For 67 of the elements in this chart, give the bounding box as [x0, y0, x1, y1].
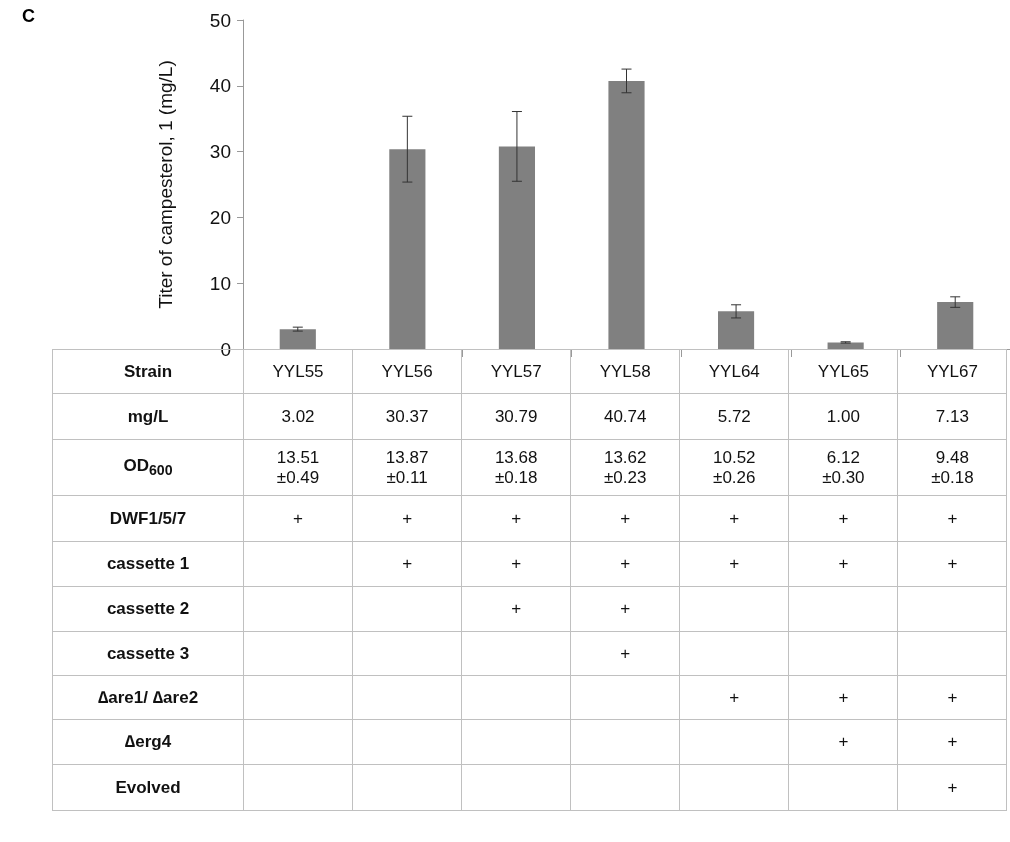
text: +: [352, 495, 462, 542]
text: ∆erg4: [52, 719, 244, 765]
text: +: [679, 495, 789, 542]
y-tick-label: 50: [209, 9, 231, 31]
text: +: [570, 586, 680, 632]
bar: [717, 311, 755, 349]
text: +: [897, 495, 1007, 542]
text: +: [352, 541, 462, 587]
x-tick-label: YYL57: [461, 349, 571, 394]
x-tick-label: YYL58: [570, 349, 680, 394]
text: 13.87 ±0.11: [352, 439, 462, 496]
text: +: [461, 586, 571, 632]
data-label: 7.13: [897, 393, 1007, 440]
bar: [279, 329, 316, 349]
text: +: [461, 495, 571, 542]
data-label: 1.00: [788, 393, 898, 440]
x-tick-label: YYL65: [788, 349, 898, 394]
text: C: [22, 6, 35, 27]
text: +: [788, 719, 898, 765]
text: cassette 1: [52, 541, 244, 587]
text: 9.48 ±0.18: [897, 439, 1007, 496]
y-axis-title: Titer of campesterol, 1 (mg/L): [155, 60, 176, 309]
bar: [498, 146, 536, 349]
data-label: 3.02: [243, 393, 353, 440]
text: +: [570, 631, 680, 676]
text: +: [897, 719, 1007, 765]
y-tick-label: 10: [209, 272, 231, 294]
text: 6.12 ±0.30: [788, 439, 898, 496]
bar: [827, 342, 864, 349]
text: +: [788, 495, 898, 542]
data-label: 40.74: [570, 393, 680, 440]
text: +: [897, 541, 1007, 587]
text: +: [679, 675, 789, 720]
bar: [389, 149, 426, 349]
data-label: 30.79: [461, 393, 571, 440]
text: Strain: [123, 361, 173, 381]
bar: [608, 80, 645, 349]
text: +: [897, 675, 1007, 720]
x-tick-label: YYL56: [352, 349, 462, 394]
text: cassette 2: [52, 586, 244, 632]
text: ∆are1/ ∆are2: [52, 675, 244, 720]
text: 10.52 ±0.26: [679, 439, 789, 496]
y-tick-label: 20: [209, 206, 231, 228]
text: Evolved: [52, 764, 244, 811]
text: +: [461, 541, 571, 587]
text: +: [570, 495, 680, 542]
text: 13.51 ±0.49: [243, 439, 353, 496]
x-tick-label: YYL55: [243, 349, 353, 394]
text: +: [570, 541, 680, 587]
text: +: [679, 541, 789, 587]
text: +: [897, 764, 1007, 811]
text: +: [788, 541, 898, 587]
text: +: [788, 675, 898, 720]
text: cassette 3: [52, 631, 244, 676]
text: DWF1/5/7: [52, 495, 244, 542]
data-label: 30.37: [352, 393, 462, 440]
y-tick-label: 30: [209, 141, 231, 163]
text: +: [243, 495, 353, 542]
bar: [937, 302, 974, 349]
text: mg/L: [52, 393, 244, 440]
y-tick-label: 40: [209, 75, 231, 97]
x-tick-label: YYL67: [897, 349, 1007, 394]
text: OD$_{600}$: [52, 439, 244, 496]
x-tick-label: YYL64: [679, 349, 789, 394]
text: 13.62 ±0.23: [570, 439, 680, 496]
data-label: 5.72: [679, 393, 789, 440]
text: 13.68 ±0.18: [461, 439, 571, 496]
